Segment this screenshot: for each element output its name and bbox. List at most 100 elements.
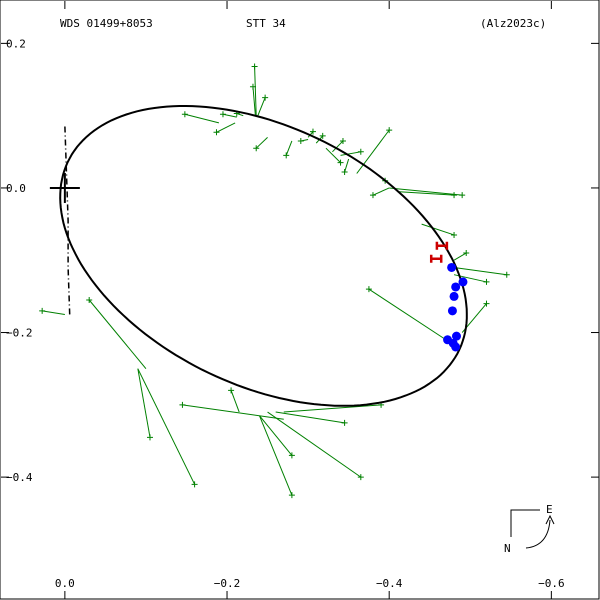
recent-point bbox=[429, 254, 443, 263]
residual-line bbox=[258, 415, 293, 496]
residual-line bbox=[230, 390, 240, 413]
residual-line bbox=[42, 310, 65, 315]
speckle-point bbox=[451, 282, 461, 292]
residual-line bbox=[340, 151, 361, 156]
residual-line bbox=[344, 158, 350, 173]
header-reference: (Alz2023c) bbox=[480, 17, 546, 30]
residual-line bbox=[421, 223, 455, 236]
measurement-point bbox=[179, 401, 186, 408]
measurement-point bbox=[319, 132, 326, 139]
residual-line bbox=[332, 140, 344, 153]
compass: E N bbox=[504, 503, 555, 555]
speckle-point bbox=[451, 331, 461, 341]
measurement-point bbox=[483, 300, 490, 307]
tick-labels: −0.6 −0.4 −0.2 0.0 0.2 0.0 −0.2 −0.4 bbox=[6, 37, 565, 590]
residual-line bbox=[453, 252, 467, 261]
residual-line bbox=[254, 66, 257, 116]
residual-line bbox=[259, 415, 293, 456]
x-tick-label: 0.0 bbox=[55, 577, 75, 590]
residual-line bbox=[389, 187, 463, 196]
residual-line bbox=[257, 97, 266, 116]
measurement-point bbox=[339, 137, 346, 144]
measurement-point bbox=[357, 148, 364, 155]
residual-line bbox=[267, 411, 362, 478]
measurement-point bbox=[181, 111, 188, 118]
speckle-point bbox=[447, 262, 457, 272]
measurement-point bbox=[386, 127, 393, 134]
primary-star-marker bbox=[49, 172, 80, 203]
measurement-point bbox=[463, 250, 470, 257]
residual-line bbox=[283, 404, 382, 413]
residual-line bbox=[252, 86, 256, 116]
recent-point bbox=[435, 241, 449, 250]
y-tick-label: 0.0 bbox=[6, 182, 26, 195]
measurement-point bbox=[357, 474, 364, 481]
measurement-point bbox=[228, 387, 235, 394]
measurement-point bbox=[341, 169, 348, 176]
measurement-point bbox=[39, 307, 46, 314]
measurement-point bbox=[251, 63, 258, 70]
header-star-name: STT 34 bbox=[246, 17, 286, 30]
measurement-point bbox=[219, 111, 226, 118]
measurement-point bbox=[451, 192, 458, 199]
x-tick-label: −0.6 bbox=[538, 577, 565, 590]
residual-line bbox=[372, 187, 390, 196]
header-wds-id: WDS 01499+8053 bbox=[60, 17, 153, 30]
residual-line bbox=[137, 368, 151, 438]
speckle-point bbox=[458, 277, 468, 287]
measurement-point bbox=[451, 231, 458, 238]
measurement-point bbox=[288, 492, 295, 499]
residual-line bbox=[275, 411, 345, 424]
residual-line bbox=[397, 191, 455, 196]
line-of-nodes bbox=[64, 126, 71, 315]
compass-arc-arrow bbox=[525, 519, 551, 549]
residual-line bbox=[255, 136, 268, 149]
measurement-point bbox=[483, 278, 490, 285]
measurement-point bbox=[86, 297, 93, 303]
orbit-ellipse bbox=[59, 105, 468, 407]
measurement-point bbox=[147, 434, 153, 441]
y-tick-label: −0.2 bbox=[6, 327, 33, 340]
compass-arrow-head bbox=[545, 514, 555, 525]
compass-arm bbox=[510, 509, 540, 537]
measurement-point bbox=[503, 271, 510, 278]
y-tick-label: 0.2 bbox=[6, 37, 26, 50]
measurement-point bbox=[297, 137, 304, 144]
residual-line bbox=[453, 266, 507, 276]
measurement-point bbox=[249, 83, 256, 90]
residual-line bbox=[88, 299, 147, 369]
y-tick-label: −0.4 bbox=[6, 471, 33, 484]
residual-line bbox=[285, 140, 293, 156]
measurement-point bbox=[309, 128, 316, 135]
x-tick-label: −0.2 bbox=[214, 577, 241, 590]
measurement-point bbox=[365, 286, 372, 293]
measurement-point bbox=[341, 419, 348, 426]
residual-line bbox=[137, 368, 196, 485]
recent-observations bbox=[429, 241, 449, 263]
measurement-point bbox=[262, 94, 269, 101]
compass-north-label: N bbox=[504, 542, 511, 555]
measurement-point bbox=[459, 192, 466, 199]
measurement-point bbox=[283, 152, 290, 159]
residual-line bbox=[182, 404, 284, 420]
speckle-point bbox=[451, 342, 461, 352]
speckle-point bbox=[449, 291, 459, 301]
measurement-point bbox=[337, 159, 344, 166]
measurement-residuals bbox=[39, 63, 510, 499]
residual-line bbox=[325, 147, 341, 164]
measurement-point bbox=[253, 145, 260, 152]
speckle-observations bbox=[443, 262, 468, 352]
residual-line bbox=[216, 122, 236, 133]
residual-line bbox=[184, 113, 220, 124]
measurement-point bbox=[288, 452, 295, 459]
measurement-point bbox=[213, 129, 220, 136]
residual-line bbox=[356, 129, 390, 174]
measurement-point bbox=[191, 481, 198, 488]
speckle-point bbox=[447, 306, 457, 316]
compass-east-label: E bbox=[546, 503, 553, 516]
residual-line bbox=[368, 288, 447, 341]
x-tick-label: −0.4 bbox=[376, 577, 403, 590]
